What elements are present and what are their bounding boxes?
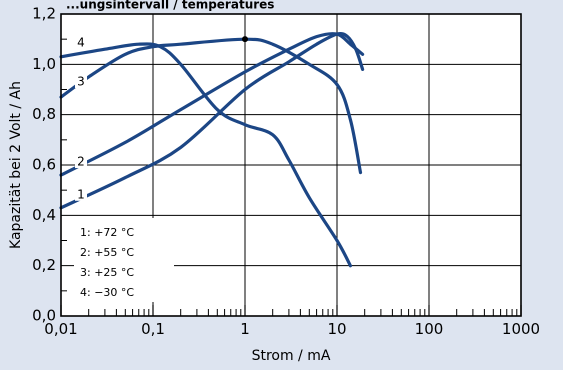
curve-labels: 1 2 3 4 xyxy=(75,34,87,201)
y-tick-label: 0,2 xyxy=(32,256,56,274)
x-tick-label: 100 xyxy=(415,320,444,338)
y-axis-title: Kapazität bei 2 Volt / Ah xyxy=(8,81,24,249)
y-tick-label: 0,4 xyxy=(32,206,56,224)
chart-title: ...ungsintervall / temperatures xyxy=(66,0,274,12)
legend-entry: 1: +72 °C xyxy=(80,226,134,239)
x-tick-label: 1000 xyxy=(502,320,540,338)
y-tick-label: 0,6 xyxy=(32,156,56,174)
x-tick-label: 0,1 xyxy=(141,320,165,338)
legend-box xyxy=(74,218,174,302)
legend-entry: 2: +55 °C xyxy=(80,246,134,259)
y-tick-label: 0,8 xyxy=(32,105,56,123)
curve-label-bg xyxy=(75,34,87,49)
reference-point-marker xyxy=(242,36,248,43)
series-line-1 xyxy=(59,32,365,210)
x-tick-label: 10 xyxy=(327,320,346,338)
grid xyxy=(60,14,522,316)
legend-entry: 4: −30 °C xyxy=(80,286,134,299)
x-tick-label: 0,01 xyxy=(44,320,77,338)
curves xyxy=(59,32,365,268)
y-tick-label: 1,2 xyxy=(32,5,56,23)
plot-border xyxy=(60,13,522,317)
curve-label-2: 2 xyxy=(77,155,85,169)
curve-label-3: 3 xyxy=(77,75,85,89)
tick-labels: 0,0 0,2 0,4 0,6 0,8 1,0 1,2 0,01 0,1 1 10 100 1000 xyxy=(32,5,540,339)
curve-label-4: 4 xyxy=(77,35,85,49)
y-tick-label: 0,0 xyxy=(32,307,56,325)
y-tick-label: 1,0 xyxy=(32,55,56,73)
x-tick-label: 1 xyxy=(240,320,250,338)
curve-label-bg xyxy=(75,154,87,169)
x-axis-title: Strom / mA xyxy=(252,348,331,364)
series-line-4 xyxy=(59,42,352,268)
legend-entry: 3: +25 °C xyxy=(80,266,134,279)
curve-label-1: 1 xyxy=(77,187,85,201)
legend: 1: +72 °C 2: +55 °C 3: +25 °C 4: −30 °C xyxy=(74,218,174,302)
curve-label-bg xyxy=(75,74,87,89)
curve-label-bg xyxy=(75,186,87,201)
